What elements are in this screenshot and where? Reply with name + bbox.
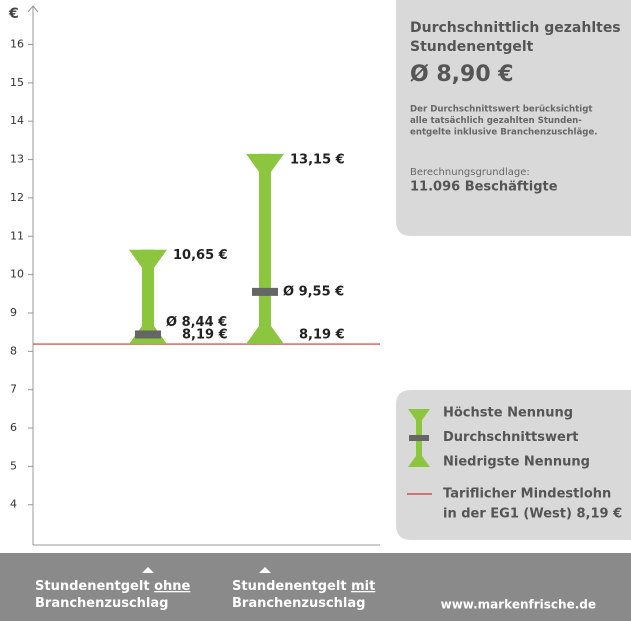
category-pointer [259,567,271,573]
range-stem [142,249,154,345]
axis-arrow [27,5,39,13]
x-tick-label: Stundenentgelt mit Branchenzuschlag [232,579,375,611]
y-tick-label: 10 [10,268,24,281]
y-tick-label: 8 [10,344,17,357]
info-note: Der Durchschnittswert berücksichtigt [410,105,592,115]
y-tick-label: 4 [10,498,17,511]
info-heading: Stundenentgelt [410,39,534,55]
mean-label: Ø 8,44 € [166,315,227,330]
y-tick-label: 7 [10,383,17,396]
range-stem [259,153,271,345]
info-basis-label: Berechnungsgrundlage: [410,167,530,178]
label-part: ohne [154,579,190,594]
max-cap [246,153,284,172]
mean-marker [252,287,278,296]
label-part: Branchenzuschlag [232,596,365,611]
label-part: Stundenentgelt [35,579,154,594]
info-note: entgelte inklusive Branchenzuschläge. [410,128,598,138]
y-tick-label: 16 [10,38,24,51]
footer: www.markenfrische.de [441,598,596,612]
info-basis-value: 11.096 Beschäftigte [410,180,558,195]
y-tick-label: 6 [10,421,17,434]
legend-label: Tariflicher Mindestlohn [443,487,611,502]
legend-label: in der EG1 (West) 8,19 € [443,507,622,522]
legend-label: Höchste Nennung [443,406,573,421]
y-tick-label: 12 [10,191,24,204]
min-label: 8,19 € [182,328,228,343]
info-box [396,0,631,236]
y-tick-label: 14 [10,114,24,127]
info-note: alle tatsächlich gezahlten Stunden- [410,116,582,126]
y-tick-label: 5 [10,459,17,472]
footer-bar [0,553,631,621]
legend-label: Durchschnittswert [443,430,578,445]
max-cap [129,249,167,268]
category-pointer [142,567,154,573]
label-part: Branchenzuschlag [35,596,168,611]
legend-label: Niedrigste Nennung [443,455,590,470]
info-average: Ø 8,90 € [410,62,514,87]
legend-glyph [409,435,429,441]
mean-label: Ø 9,55 € [283,284,344,299]
max-label: 13,15 € [290,152,345,167]
y-tick-label: 9 [10,306,17,319]
max-label: 10,65 € [173,248,228,263]
min-cap [246,326,284,345]
label-part: Stundenentgelt [232,579,351,594]
min-label: 8,19 € [299,328,345,343]
mean-marker [135,330,161,339]
y-tick-label: 15 [10,76,24,89]
label-part: mit [351,579,375,594]
info-heading: Durchschnittlich gezahltes [410,20,621,36]
y-tick-label: 13 [10,153,24,166]
x-tick-label: Stundenentgelt ohne Branchenzuschlag [35,579,191,611]
y-tick-label: 11 [10,229,24,242]
legend-box [396,390,631,540]
y-axis-label: € [8,6,19,22]
